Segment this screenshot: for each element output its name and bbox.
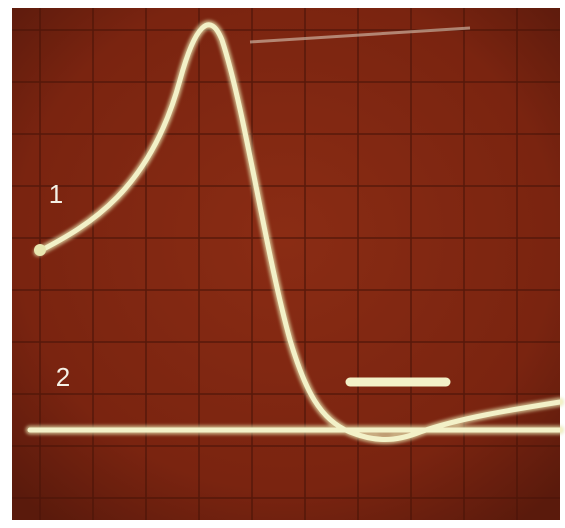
trace-start (34, 244, 46, 256)
trace-label: 1 (49, 179, 63, 209)
oscilloscope-photo: 1 2 (0, 0, 565, 528)
trace-label: 2 (56, 362, 70, 392)
page: 1 2 (() => { const data = JSON.parse(doc… (0, 0, 565, 528)
screen (12, 8, 560, 520)
